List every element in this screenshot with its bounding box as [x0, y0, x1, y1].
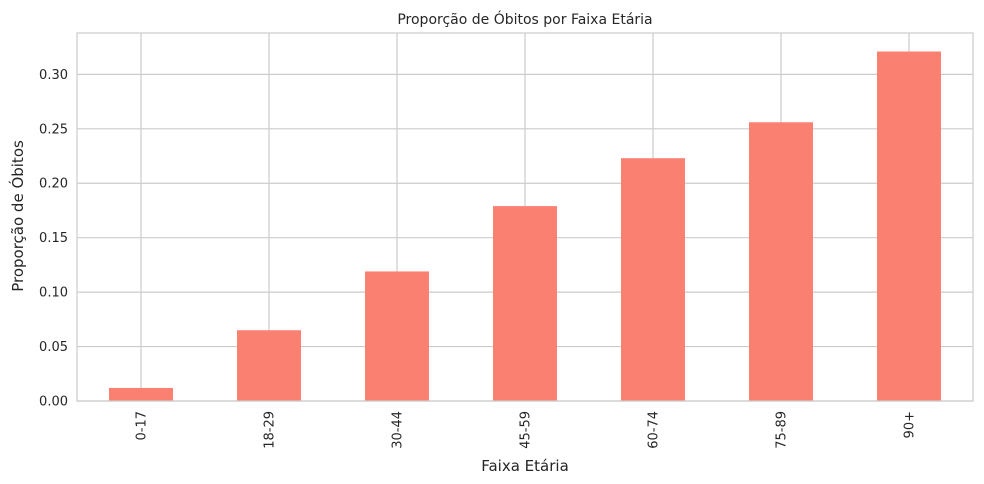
bar-75-89	[749, 122, 813, 401]
y-tick-label: 0.30	[39, 68, 68, 83]
chart-title: Proporção de Óbitos por Faixa Etária	[397, 10, 652, 28]
bar-45-59	[493, 206, 557, 401]
x-tick-label: 60-74	[647, 411, 662, 449]
y-tick-label: 0.25	[39, 122, 68, 137]
x-axis-label: Faixa Etária	[481, 457, 569, 475]
bar-0-17	[109, 387, 173, 401]
plot-frame	[76, 32, 974, 402]
x-ticks: 0-17 18-29 30-44 45-59 60-74 75-89 90+	[135, 411, 918, 449]
y-tick-label: 0.10	[39, 286, 68, 301]
y-tick-label: 0.20	[39, 177, 68, 192]
x-tick-label: 18-29	[263, 411, 278, 449]
bar-90plus	[877, 51, 941, 401]
bars	[109, 51, 941, 401]
x-tick-label: 30-44	[391, 411, 406, 449]
bar-18-29	[237, 330, 301, 401]
x-tick-label: 45-59	[519, 411, 534, 449]
bar-30-44	[365, 271, 429, 401]
x-tick-label: 0-17	[135, 411, 150, 441]
x-tick-label: 90+	[903, 411, 918, 438]
y-tick-label: 0.00	[39, 395, 68, 410]
y-ticks: 0.00 0.05 0.10 0.15 0.20 0.25 0.30	[39, 68, 68, 410]
bar-60-74	[621, 158, 685, 401]
y-tick-label: 0.05	[39, 340, 68, 355]
x-tick-label: 75-89	[775, 411, 790, 449]
y-axis-label: Proporção de Óbitos	[8, 140, 27, 292]
y-tick-label: 0.15	[39, 231, 68, 246]
